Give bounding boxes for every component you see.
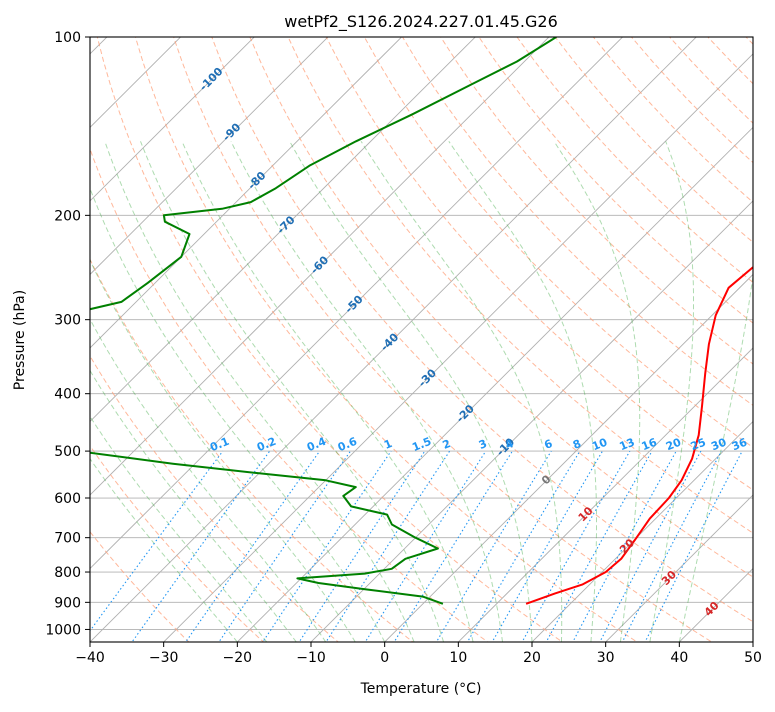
- x-tick-label: 30: [597, 650, 615, 666]
- y-tick-label: 1000: [45, 622, 81, 638]
- x-tick-label: 10: [449, 650, 467, 666]
- y-tick-label: 100: [54, 30, 81, 46]
- y-tick-label: 900: [54, 595, 81, 611]
- x-tick-label: −40: [75, 650, 105, 666]
- y-tick-label: 500: [54, 444, 81, 460]
- x-tick-label: −20: [223, 650, 253, 666]
- chart-title: wetPf2_S126.2024.227.01.45.G26: [284, 12, 558, 32]
- x-tick-label: 50: [744, 650, 762, 666]
- y-axis-label: Pressure (hPa): [12, 290, 28, 390]
- x-tick-label: 0: [380, 650, 389, 666]
- y-tick-label: 600: [54, 491, 81, 507]
- x-tick-label: 20: [523, 650, 541, 666]
- y-tick-label: 700: [54, 531, 81, 547]
- x-tick-label: 40: [670, 650, 688, 666]
- x-tick-label: −30: [149, 650, 179, 666]
- x-tick-label: −10: [296, 650, 326, 666]
- y-tick-label: 800: [54, 565, 81, 581]
- y-tick-label: 400: [54, 387, 81, 403]
- y-tick-label: 300: [54, 313, 81, 329]
- y-tick-label: 200: [54, 208, 81, 224]
- x-axis-label: Temperature (°C): [360, 681, 482, 697]
